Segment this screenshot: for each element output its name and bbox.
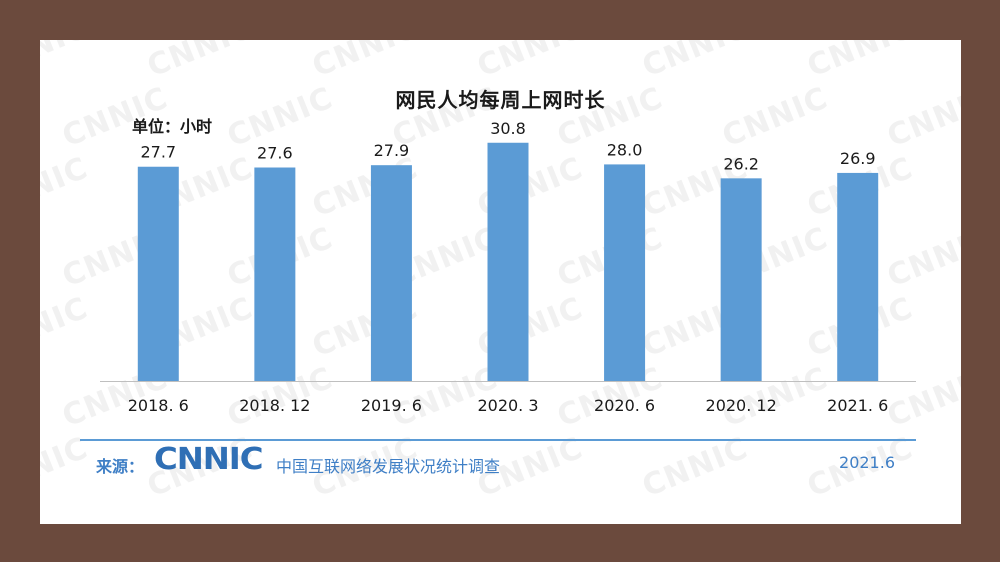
cnnic-logo: CNNIC xyxy=(154,442,264,477)
footer-divider xyxy=(80,439,916,441)
data-label: 27.6 xyxy=(257,144,293,163)
data-label: 30.8 xyxy=(490,119,526,138)
x-tick-label: 2018. 12 xyxy=(239,396,310,415)
x-tick-label: 2020. 12 xyxy=(706,396,777,415)
x-tick-label: 2020. 6 xyxy=(594,396,655,415)
data-label: 26.2 xyxy=(723,154,759,173)
data-label: 27.7 xyxy=(140,143,176,162)
footer-org-name: 中国互联网络发展状况统计调查 xyxy=(276,457,501,476)
bar xyxy=(720,178,762,381)
footer-date: 2021.6 xyxy=(839,453,895,472)
footer-source-label: 来源： xyxy=(96,457,145,476)
x-tick-label: 2021. 6 xyxy=(827,396,888,415)
chart-title: 网民人均每周上网时长 xyxy=(395,88,606,112)
chart-card: CNNIC CNNIC CNNIC CNNIC CNNIC CNNIC CNNIC CNNIC… xyxy=(40,40,961,524)
data-label: 27.9 xyxy=(374,141,410,160)
bar xyxy=(370,165,412,381)
x-tick-label: 2020. 3 xyxy=(477,396,538,415)
x-tick-label: 2018. 6 xyxy=(128,396,189,415)
bar xyxy=(604,164,646,381)
bar xyxy=(254,167,296,381)
bar-chart: 27.7 2018. 6 27.6 2018. 12 27.9 2019. 6 30.8 20… xyxy=(100,119,916,415)
bar xyxy=(487,142,529,381)
bar xyxy=(137,166,179,381)
x-tick-label: 2019. 6 xyxy=(361,396,422,415)
unit-label: 单位：小时 xyxy=(132,117,213,136)
data-label: 26.9 xyxy=(840,149,876,168)
data-label: 28.0 xyxy=(607,140,643,159)
bar xyxy=(837,172,879,381)
